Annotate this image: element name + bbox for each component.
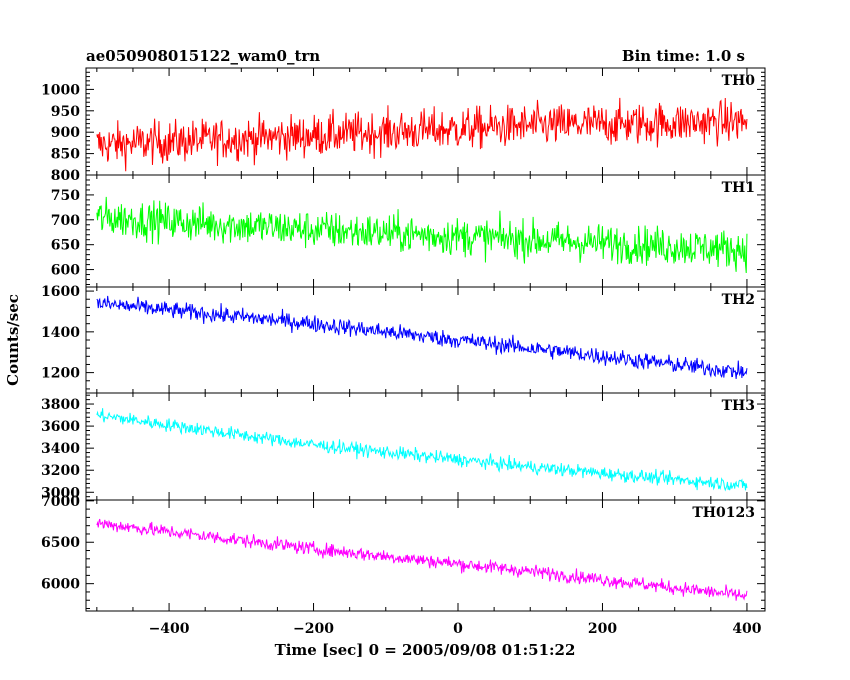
- series-th0123: [96, 518, 748, 601]
- panel-frame: [85, 392, 766, 501]
- series-th2: [96, 295, 748, 380]
- x-tick-label: 200: [588, 621, 617, 637]
- series-th0: [96, 97, 748, 172]
- chart-title: ae050908015122_wam0_trn: [86, 47, 320, 65]
- y-tick-label: 650: [51, 238, 80, 254]
- panel-th2: TH2 1200 1400 1600: [41, 284, 766, 394]
- panels-group: TH0 800 850 900 950 1000 TH1 600 650 700 750 TH2 120…: [41, 67, 766, 637]
- y-tick-label: 800: [51, 168, 80, 184]
- y-tick-label: 1200: [41, 366, 80, 382]
- panel-label: TH3: [722, 398, 755, 414]
- y-tick-label: 1400: [41, 325, 80, 341]
- series-th1: [96, 196, 748, 273]
- y-tick-label: 3600: [41, 419, 80, 435]
- panel-th0123: TH0123 6000 6500 7000: [41, 494, 766, 612]
- y-tick-label: 850: [51, 147, 80, 163]
- panel-th1: TH1 600 650 700 750: [51, 174, 766, 288]
- y-tick-label: 950: [51, 104, 80, 120]
- series-th3: [96, 408, 748, 492]
- x-tick-label: −400: [149, 621, 190, 637]
- panel-th3: TH3 3000 3200 3400 3600 3800: [41, 392, 766, 501]
- panel-label: TH2: [722, 292, 755, 308]
- panel-th0: TH0 800 850 900 950 1000: [41, 67, 766, 184]
- y-tick-label: 6500: [41, 535, 80, 551]
- y-tick-label: 700: [51, 213, 80, 229]
- x-axis-label: Time [sec] 0 = 2005/09/08 01:51:22: [275, 641, 576, 659]
- y-tick-label: 3000: [41, 485, 80, 501]
- panel-label: TH0: [722, 73, 756, 89]
- y-tick-label: 7000: [41, 494, 80, 510]
- y-tick-label: 1000: [41, 82, 80, 98]
- y-tick-label: 3400: [41, 441, 80, 457]
- bin-time-label: Bin time: 1.0 s: [622, 47, 745, 65]
- y-tick-label: 600: [51, 263, 80, 279]
- x-tick-label: 0: [453, 621, 463, 637]
- panel-label: TH1: [722, 180, 755, 196]
- panel-frame: [85, 499, 766, 612]
- y-tick-label: 750: [51, 188, 80, 204]
- y-tick-label: 6000: [41, 577, 80, 593]
- x-tick-label: −200: [293, 621, 334, 637]
- y-tick-label: 1600: [41, 284, 80, 300]
- panel-label: TH0123: [692, 505, 755, 521]
- y-tick-label: 900: [51, 125, 80, 141]
- y-tick-label: 3200: [41, 463, 80, 479]
- y-axis-label: Counts/sec: [4, 294, 22, 386]
- x-tick-label: 400: [732, 621, 761, 637]
- panel-frame: [85, 286, 766, 394]
- y-tick-label: 3800: [41, 397, 80, 413]
